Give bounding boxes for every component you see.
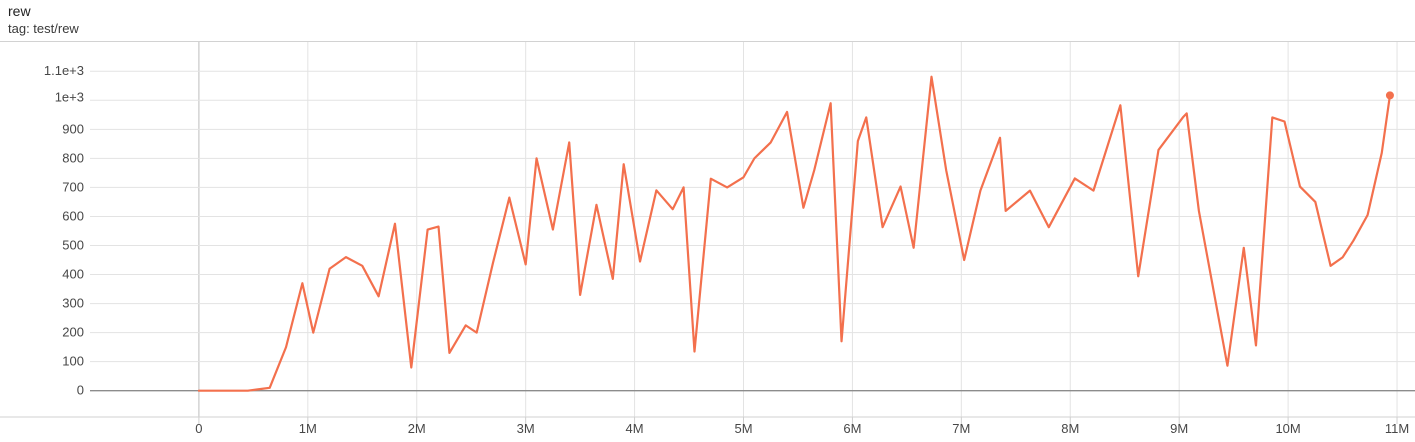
svg-text:7M: 7M bbox=[952, 421, 970, 436]
svg-text:400: 400 bbox=[62, 267, 84, 282]
svg-text:1.1e+3: 1.1e+3 bbox=[44, 63, 84, 78]
svg-text:3M: 3M bbox=[517, 421, 535, 436]
svg-text:700: 700 bbox=[62, 180, 84, 195]
svg-text:9M: 9M bbox=[1170, 421, 1188, 436]
svg-text:1M: 1M bbox=[299, 421, 317, 436]
svg-text:8M: 8M bbox=[1061, 421, 1079, 436]
svg-text:0: 0 bbox=[195, 421, 202, 436]
svg-text:0: 0 bbox=[77, 383, 84, 398]
svg-text:800: 800 bbox=[62, 151, 84, 166]
svg-text:2M: 2M bbox=[408, 421, 426, 436]
svg-text:1e+3: 1e+3 bbox=[55, 90, 84, 105]
svg-text:10M: 10M bbox=[1275, 421, 1300, 436]
svg-text:500: 500 bbox=[62, 238, 84, 253]
svg-text:100: 100 bbox=[62, 354, 84, 369]
svg-text:900: 900 bbox=[62, 122, 84, 137]
svg-text:4M: 4M bbox=[626, 421, 644, 436]
svg-text:11M: 11M bbox=[1385, 421, 1409, 436]
svg-text:200: 200 bbox=[62, 325, 84, 340]
svg-text:600: 600 bbox=[62, 209, 84, 224]
svg-text:300: 300 bbox=[62, 296, 84, 311]
svg-text:5M: 5M bbox=[734, 421, 752, 436]
svg-text:6M: 6M bbox=[843, 421, 861, 436]
